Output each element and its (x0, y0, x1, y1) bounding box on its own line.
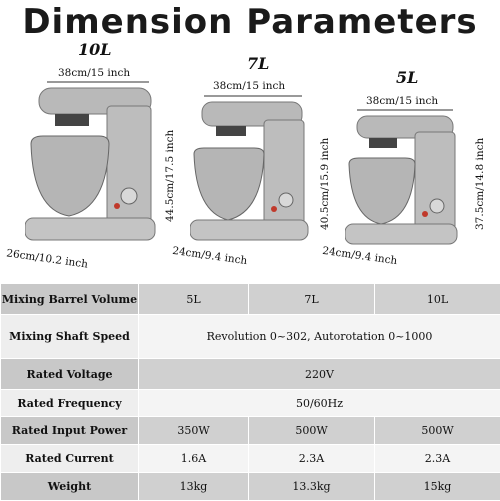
stand-mixer-10l-image (25, 78, 165, 248)
table-row-rated-voltage: Rated Voltage 220V (1, 359, 500, 390)
stand-mixer-5l-image (345, 106, 465, 251)
height-label-5l: 37.5cm/14.8 inch (474, 138, 486, 230)
table-cell: 13.3kg (249, 473, 375, 501)
row-label: Mixing Shaft Speed (1, 315, 139, 359)
table-row-weight: Weight 13kg 13.3kg 15kg (1, 473, 500, 501)
row-label: Rated Voltage (1, 359, 139, 390)
table-cell: 7L (249, 284, 375, 315)
height-label-10l: 44.5cm/17.5 inch (164, 130, 176, 222)
row-label: Rated Input Power (1, 417, 139, 445)
capacity-label-5l: 5L (396, 68, 418, 87)
height-label-7l: 40.5cm/15.9 inch (319, 138, 331, 230)
capacity-label-10l: 10L (78, 40, 112, 59)
table-row-rated-input-power: Rated Input Power 350W 500W 500W (1, 417, 500, 445)
spec-table: Mixing Barrel Volume 5L 7L 10L Mixing Sh… (0, 283, 500, 501)
table-row-mixing-shaft-speed: Mixing Shaft Speed Revolution 0~302, Aut… (1, 315, 500, 359)
table-cell: 220V (139, 359, 500, 390)
depth-label-7l: 24cm/9.4 inch (172, 245, 248, 267)
capacity-label-7l: 7L (247, 54, 269, 73)
table-cell: 500W (249, 417, 375, 445)
table-cell: 2.3A (249, 445, 375, 473)
table-cell: 50/60Hz (139, 390, 500, 417)
table-cell: 13kg (139, 473, 249, 501)
row-label: Rated Current (1, 445, 139, 473)
row-label: Mixing Barrel Volume (1, 284, 139, 315)
table-cell: 500W (375, 417, 500, 445)
stand-mixer-7l-image (190, 92, 315, 247)
table-cell: 10L (375, 284, 500, 315)
depth-label-10l: 26cm/10.2 inch (6, 247, 89, 270)
table-cell: 5L (139, 284, 249, 315)
table-row-mixing-barrel-volume: Mixing Barrel Volume 5L 7L 10L (1, 284, 500, 315)
table-row-rated-current: Rated Current 1.6A 2.3A 2.3A (1, 445, 500, 473)
row-label: Rated Frequency (1, 390, 139, 417)
table-row-rated-frequency: Rated Frequency 50/60Hz (1, 390, 500, 417)
table-cell: 1.6A (139, 445, 249, 473)
table-cell: 2.3A (375, 445, 500, 473)
row-label: Weight (1, 473, 139, 501)
table-cell: 15kg (375, 473, 500, 501)
table-cell: 350W (139, 417, 249, 445)
width-label-7l: 38cm/15 inch (213, 80, 285, 92)
page-title: Dimension Parameters (0, 0, 500, 44)
table-cell: Revolution 0~302, Autorotation 0~1000 (139, 315, 500, 359)
